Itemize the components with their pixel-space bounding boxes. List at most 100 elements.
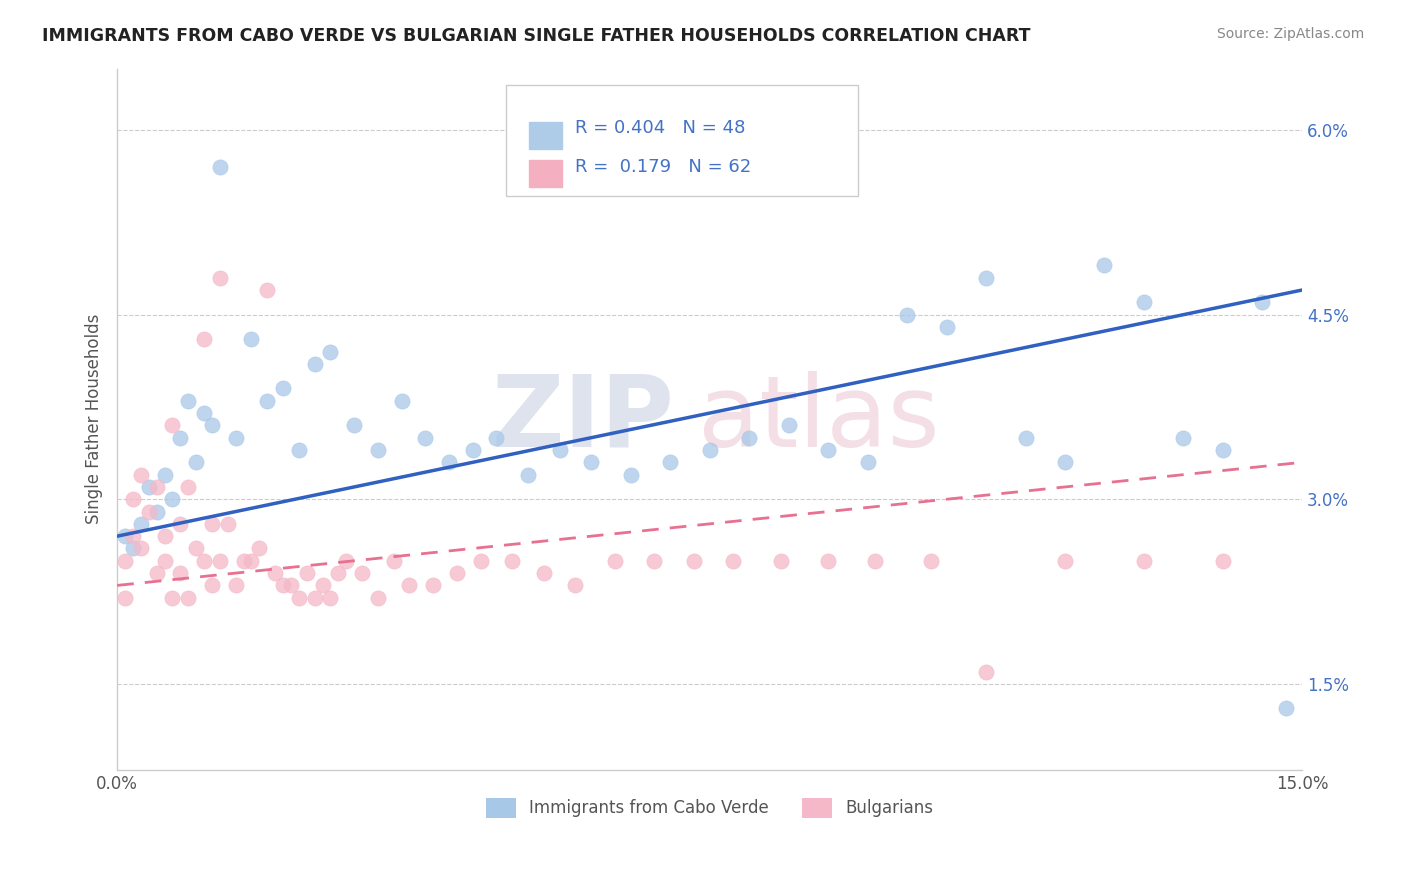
Point	[1212, 443, 1234, 458]
Point	[485, 431, 508, 445]
Point	[367, 591, 389, 605]
Point	[413, 431, 436, 445]
Point	[162, 418, 184, 433]
Point	[920, 554, 942, 568]
Point	[311, 578, 333, 592]
Point	[162, 591, 184, 605]
Point	[264, 566, 287, 580]
Point	[1133, 295, 1156, 310]
Point	[145, 566, 167, 580]
Point	[367, 443, 389, 458]
Point	[350, 566, 373, 580]
Point	[145, 480, 167, 494]
Point	[240, 554, 263, 568]
Point	[114, 554, 136, 568]
Point	[398, 578, 420, 592]
Point	[256, 393, 278, 408]
Point	[288, 443, 311, 458]
Point	[193, 332, 215, 346]
Point	[114, 591, 136, 605]
Point	[225, 431, 247, 445]
Point	[446, 566, 468, 580]
Point	[169, 431, 191, 445]
Point	[501, 554, 523, 568]
Point	[138, 480, 160, 494]
Point	[1133, 554, 1156, 568]
Text: R = 0.404   N = 48: R = 0.404 N = 48	[575, 120, 745, 137]
Point	[240, 332, 263, 346]
Point	[935, 320, 957, 334]
Point	[1053, 554, 1076, 568]
Point	[391, 393, 413, 408]
Point	[1173, 431, 1195, 445]
Point	[769, 554, 792, 568]
Point	[153, 529, 176, 543]
Point	[896, 308, 918, 322]
Point	[153, 554, 176, 568]
Point	[643, 554, 665, 568]
Point	[193, 554, 215, 568]
Point	[1212, 554, 1234, 568]
Point	[865, 554, 887, 568]
Point	[232, 554, 254, 568]
Point	[177, 393, 200, 408]
Point	[114, 529, 136, 543]
Point	[162, 492, 184, 507]
Point	[699, 443, 721, 458]
Point	[470, 554, 492, 568]
Point	[564, 578, 586, 592]
Point	[271, 382, 294, 396]
Point	[247, 541, 270, 556]
Point	[169, 566, 191, 580]
Point	[201, 578, 224, 592]
Point	[723, 554, 745, 568]
Y-axis label: Single Father Households: Single Father Households	[86, 314, 103, 524]
Point	[533, 566, 555, 580]
Text: ZIP: ZIP	[491, 371, 673, 467]
Point	[516, 467, 538, 482]
Point	[1275, 701, 1298, 715]
Point	[974, 665, 997, 679]
Legend: Immigrants from Cabo Verde, Bulgarians: Immigrants from Cabo Verde, Bulgarians	[479, 791, 941, 825]
Point	[461, 443, 484, 458]
Point	[343, 418, 366, 433]
Point	[280, 578, 302, 592]
Point	[122, 492, 145, 507]
Text: atlas: atlas	[697, 371, 939, 467]
Point	[169, 516, 191, 531]
Point	[288, 591, 311, 605]
Point	[256, 283, 278, 297]
Point	[122, 541, 145, 556]
Point	[208, 160, 231, 174]
Point	[1053, 455, 1076, 469]
Point	[304, 591, 326, 605]
Point	[335, 554, 357, 568]
Point	[217, 516, 239, 531]
Point	[319, 591, 342, 605]
Point	[304, 357, 326, 371]
Point	[138, 504, 160, 518]
Point	[319, 344, 342, 359]
Point	[208, 554, 231, 568]
Text: IMMIGRANTS FROM CABO VERDE VS BULGARIAN SINGLE FATHER HOUSEHOLDS CORRELATION CHA: IMMIGRANTS FROM CABO VERDE VS BULGARIAN …	[42, 27, 1031, 45]
Text: Source: ZipAtlas.com: Source: ZipAtlas.com	[1216, 27, 1364, 41]
Point	[1251, 295, 1274, 310]
Point	[778, 418, 800, 433]
Point	[682, 554, 704, 568]
Point	[603, 554, 626, 568]
Point	[548, 443, 571, 458]
Point	[129, 467, 152, 482]
Point	[153, 467, 176, 482]
Point	[1094, 259, 1116, 273]
Point	[186, 455, 208, 469]
Point	[579, 455, 602, 469]
Point	[974, 270, 997, 285]
Point	[856, 455, 879, 469]
Point	[201, 516, 224, 531]
Point	[129, 541, 152, 556]
Point	[201, 418, 224, 433]
Point	[817, 443, 839, 458]
Point	[382, 554, 405, 568]
Point	[129, 516, 152, 531]
Point	[145, 504, 167, 518]
